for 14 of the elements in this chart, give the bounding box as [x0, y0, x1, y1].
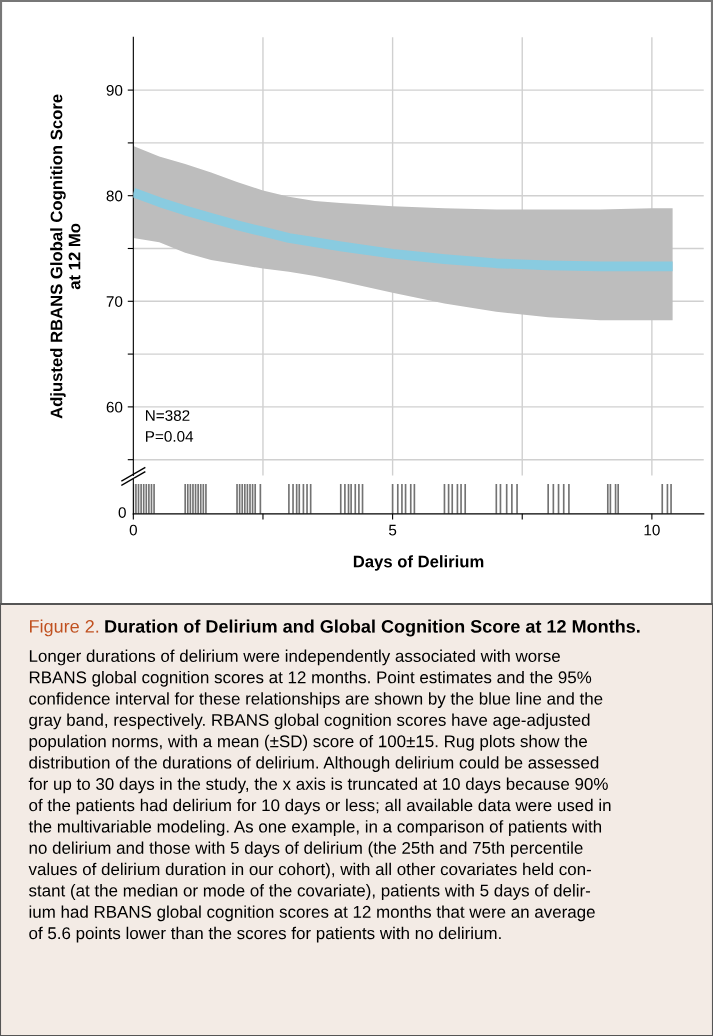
x-tick-label: 5 — [388, 524, 397, 536]
x-tick-label: 0 — [129, 524, 137, 536]
x-axis-title: Days of Delirium — [353, 555, 484, 571]
annotation: N=382 P=0.04 — [145, 410, 194, 442]
y-tick-label: 80 — [106, 190, 123, 202]
y-tick-label: 70 — [106, 296, 123, 307]
caption: Figure 2. — [30, 619, 99, 637]
text: Duration of Delirium and Global Cognition Score at 12 Months. — [105, 619, 640, 637]
y-tick-label: 90 — [106, 84, 123, 96]
text: Longer durations of delirium were independently associated with worse RBANS global cognition scores at 12 months. Point estimates and the 95% confidence interval for these relationships are shown by the blue line and the gray band, respectively. RBANS global cognition scores have age-adjusted population norms, with a mean (±SD) score of 100±15. Rug plots show the distribution of the durations of delirium. Although delirium could be assessed for up to 30 days in the study, the x axis is truncated at 10 days because 90% of the patients had delirium for 10 days or less; all available data were used in the multivariable modeling. As one example, in a comparison of patients with no delirium and those with 5 days of delirium (the 25th and 75th percentile values of delirium duration in our cohort), with all other covariates held con- stant (at the median or mode of the covariate), patients with 5 days of delir- ium had RBANS global cognition scores at 12 months that were an average of 5.6 points lower than the scores for patients with no delirium. — [28, 649, 611, 943]
y-tick-label: 60 — [106, 401, 123, 413]
text: 0 — [118, 507, 126, 518]
x-tick-label: 10 — [644, 524, 660, 536]
y-axis-title: Adjusted RBANS Global Cognition Score at 12 Mo — [50, 94, 81, 419]
